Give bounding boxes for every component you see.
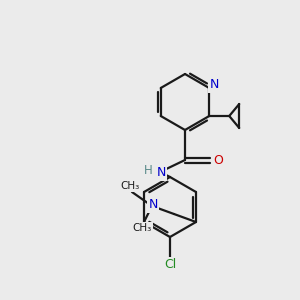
Text: Cl: Cl — [164, 259, 176, 272]
Text: N: N — [148, 199, 158, 212]
Text: N: N — [210, 79, 219, 92]
Text: N: N — [156, 167, 166, 179]
Text: H: H — [144, 164, 153, 176]
Text: CH₃: CH₃ — [132, 223, 152, 233]
Text: O: O — [213, 154, 223, 166]
Text: CH₃: CH₃ — [120, 181, 140, 191]
